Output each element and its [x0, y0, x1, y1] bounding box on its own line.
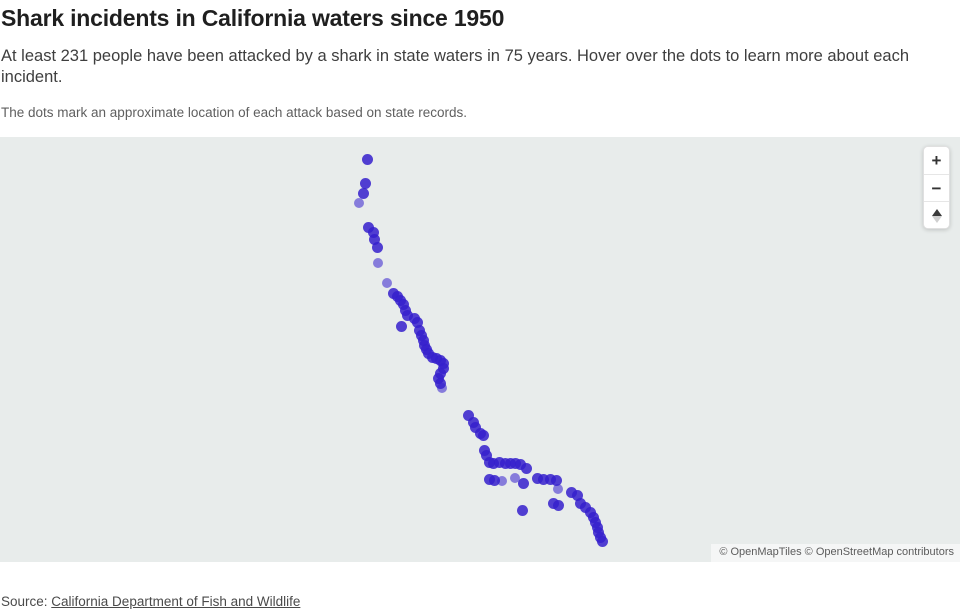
incident-dot[interactable]	[571, 489, 583, 501]
incident-dot[interactable]	[469, 421, 481, 433]
compass-button[interactable]	[924, 201, 949, 228]
incident-dot[interactable]	[517, 477, 529, 489]
incident-dot[interactable]	[354, 198, 364, 208]
incident-dot[interactable]	[516, 504, 528, 516]
incident-dot[interactable]	[550, 474, 562, 486]
zoom-in-button[interactable]: +	[924, 147, 949, 174]
minus-icon: −	[931, 178, 942, 198]
source-link[interactable]: California Department of Fish and Wildli…	[51, 594, 301, 609]
incident-dot[interactable]	[596, 535, 608, 547]
note: The dots mark an approximate location of…	[1, 105, 468, 120]
incident-dot[interactable]	[480, 449, 492, 461]
dots-layer	[0, 137, 960, 562]
incident-dot[interactable]	[368, 233, 380, 245]
incident-dot[interactable]	[362, 221, 374, 233]
incident-dot[interactable]	[531, 472, 543, 484]
incident-dot[interactable]	[579, 501, 591, 513]
zoom-out-button[interactable]: −	[924, 174, 949, 201]
compass-icon	[931, 209, 942, 224]
incident-dot[interactable]	[488, 474, 500, 486]
incident-dot[interactable]	[510, 473, 520, 483]
incident-dot[interactable]	[361, 153, 373, 165]
incident-dot[interactable]	[367, 226, 379, 238]
incident-dot[interactable]	[397, 298, 409, 310]
incident-dot[interactable]	[552, 499, 564, 511]
incident-dot[interactable]	[373, 258, 383, 268]
subtitle: At least 231 people have been attacked b…	[1, 47, 910, 86]
incident-dot[interactable]	[553, 484, 563, 494]
incident-dot[interactable]	[437, 383, 447, 393]
incident-dot[interactable]	[357, 187, 369, 199]
page-title: Shark incidents in California waters sin…	[1, 5, 505, 31]
incident-dot[interactable]	[537, 473, 549, 485]
incident-dot[interactable]	[395, 320, 407, 332]
map-canvas[interactable]: + − © OpenMapTiles © OpenStreetMap contr…	[0, 137, 960, 562]
incident-dot[interactable]	[574, 497, 586, 509]
incident-dot[interactable]	[520, 462, 532, 474]
incident-dot[interactable]	[565, 486, 577, 498]
incident-dot[interactable]	[487, 457, 499, 469]
source-line: Source: California Department of Fish an…	[1, 593, 960, 610]
incident-dot[interactable]	[371, 241, 383, 253]
map-zoom-controls: + −	[923, 146, 950, 229]
plus-icon: +	[931, 151, 942, 170]
incident-dot[interactable]	[411, 316, 423, 328]
incident-dot[interactable]	[401, 309, 413, 321]
incident-dot[interactable]	[493, 456, 505, 468]
incident-dot[interactable]	[514, 458, 526, 470]
incident-dot[interactable]	[477, 429, 489, 441]
incident-dot[interactable]	[462, 409, 474, 421]
incident-dot[interactable]	[497, 476, 507, 486]
page: Shark incidents in California waters sin…	[0, 4, 960, 615]
incident-dot[interactable]	[382, 278, 392, 288]
map-attribution[interactable]: © OpenMapTiles © OpenStreetMap contribut…	[711, 544, 960, 562]
source-label: Source:	[1, 594, 52, 609]
incident-dot[interactable]	[544, 473, 556, 485]
incident-dot[interactable]	[359, 177, 371, 189]
